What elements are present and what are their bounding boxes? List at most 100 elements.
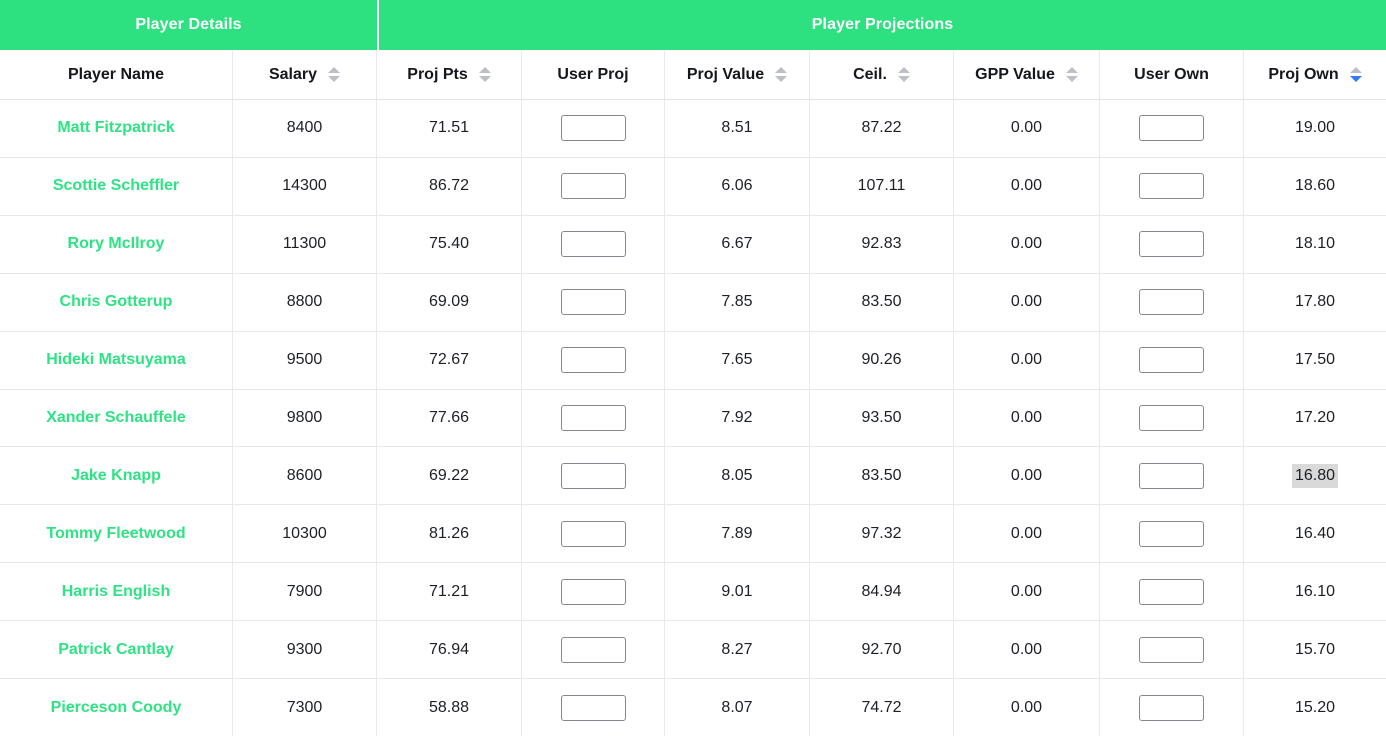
player-name-link[interactable]: Xander Schauffele [0,389,233,447]
table-row: Xander Schauffele 9800 77.66 7.92 93.50 … [0,389,1386,448]
gpp-value-cell: 0.00 [954,157,1100,215]
user-proj-input[interactable] [560,636,626,663]
section-header-band: Player Details Player Projections [0,0,1386,50]
player-name-link[interactable]: Hideki Matsuyama [0,331,233,389]
salary-cell: 7900 [233,563,377,621]
user-own-input[interactable] [1139,636,1204,663]
proj-value-cell: 8.27 [665,621,810,679]
column-header-proj_own[interactable]: Proj Own [1244,50,1386,99]
ceil-cell: 74.72 [810,679,954,736]
user-own-input[interactable] [1139,347,1204,374]
ceil-cell: 93.50 [810,389,954,447]
column-header-row: Player Name Salary Proj Pts User Proj Proj V… [0,50,1386,100]
proj-own-cell: 18.60 [1244,158,1386,215]
ceil-cell: 90.26 [810,331,954,389]
section-header-divider [377,0,379,50]
column-header-ceil[interactable]: Ceil. [810,50,954,99]
column-header-label: Proj Value [686,65,765,83]
user-proj-cell [522,679,665,736]
proj-value-cell: 6.06 [665,157,810,215]
ceil-cell: 87.22 [810,100,954,157]
user-proj-input[interactable] [560,115,626,142]
proj-own-cell: 16.40 [1244,505,1386,562]
sort-icon [328,67,341,82]
user-own-cell [1100,331,1244,389]
player-name-link[interactable]: Scottie Scheffler [0,157,233,215]
user-proj-input[interactable] [560,694,626,721]
user-own-cell [1100,679,1244,736]
table-row: Pierceson Coody 7300 58.88 8.07 74.72 0.… [0,679,1386,736]
ceil-cell: 92.70 [810,621,954,679]
user-proj-input[interactable] [560,289,626,316]
user-own-input[interactable] [1139,231,1204,258]
salary-cell: 8400 [233,100,377,157]
salary-cell: 8800 [233,273,377,331]
column-header-label: Proj Pts [407,65,468,83]
player-name-link[interactable]: Matt Fitzpatrick [0,100,233,157]
user-proj-input[interactable] [560,231,626,258]
column-header-proj_pts[interactable]: Proj Pts [377,50,522,99]
table-row: Rory McIlroy 11300 75.40 6.67 92.83 0.00… [0,215,1386,274]
sort-icon [478,67,491,82]
column-header-label: Player Name [67,65,165,83]
player-name-link[interactable]: Pierceson Coody [0,679,233,736]
user-own-input[interactable] [1139,115,1204,142]
user-proj-input[interactable] [560,520,626,547]
proj-own-value: 15.20 [1294,698,1336,716]
salary-cell: 8600 [233,447,377,505]
column-header-salary[interactable]: Salary [233,50,377,99]
proj-own-value: 17.20 [1294,408,1336,426]
player-name-link[interactable]: Harris English [0,563,233,621]
column-header-proj_value[interactable]: Proj Value [665,50,810,99]
user-own-cell [1100,621,1244,679]
user-proj-input[interactable] [560,173,626,200]
user-proj-input[interactable] [560,347,626,374]
column-header-label: Ceil. [853,65,887,83]
user-own-cell [1100,505,1244,563]
proj-own-cell: 16.80 [1244,447,1386,504]
user-own-input[interactable] [1139,578,1204,605]
sort-icon [897,67,910,82]
gpp-value-cell: 0.00 [954,621,1100,679]
section-header-player-projections: Player Projections [379,0,1386,50]
player-name-link[interactable]: Tommy Fleetwood [0,505,233,563]
column-header-label: Proj Own [1268,65,1339,83]
proj-own-value: 16.10 [1294,582,1336,600]
proj-own-value: 19.00 [1294,119,1336,137]
proj-value-cell: 9.01 [665,563,810,621]
gpp-value-cell: 0.00 [954,447,1100,505]
player-name-link[interactable]: Patrick Cantlay [0,621,233,679]
player-name-link[interactable]: Jake Knapp [0,447,233,505]
user-own-input[interactable] [1139,462,1204,489]
user-own-input[interactable] [1139,289,1204,316]
user-own-cell [1100,389,1244,447]
player-name-link[interactable]: Rory McIlroy [0,215,233,273]
user-proj-input[interactable] [560,404,626,431]
proj-own-value: 16.40 [1294,524,1336,542]
user-proj-input[interactable] [560,462,626,489]
sort-icon [1065,67,1078,82]
proj-own-cell: 16.10 [1244,563,1386,620]
salary-cell: 7300 [233,679,377,736]
user-own-cell [1100,215,1244,273]
salary-cell: 10300 [233,505,377,563]
proj-own-cell: 17.20 [1244,390,1386,447]
user-own-input[interactable] [1139,404,1204,431]
table-row: Harris English 7900 71.21 9.01 84.94 0.0… [0,563,1386,622]
ceil-cell: 83.50 [810,273,954,331]
user-own-input[interactable] [1139,173,1204,200]
table-row: Scottie Scheffler 14300 86.72 6.06 107.1… [0,157,1386,216]
table-row: Chris Gotterup 8800 69.09 7.85 83.50 0.0… [0,273,1386,332]
user-own-input[interactable] [1139,520,1204,547]
proj-value-cell: 8.07 [665,679,810,736]
player-name-link[interactable]: Chris Gotterup [0,273,233,331]
proj-pts-cell: 75.40 [377,215,522,273]
ceil-cell: 83.50 [810,447,954,505]
user-proj-cell [522,100,665,157]
column-header-gpp_value[interactable]: GPP Value [954,50,1100,99]
user-proj-cell [522,563,665,621]
user-proj-input[interactable] [560,578,626,605]
user-own-input[interactable] [1139,694,1204,721]
proj-own-value: 18.10 [1294,235,1336,253]
